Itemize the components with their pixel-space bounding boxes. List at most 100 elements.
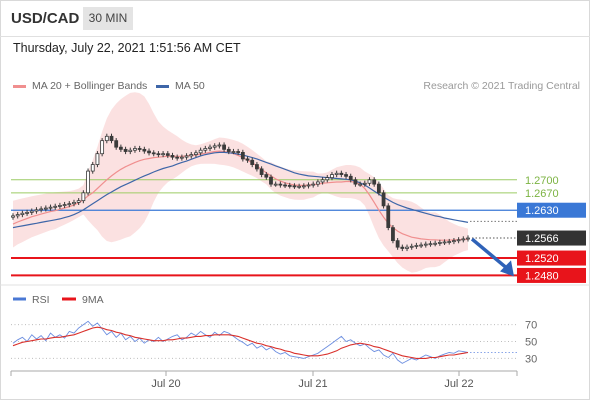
- candle-body: [437, 241, 442, 244]
- candle-body: [452, 240, 456, 243]
- candle-body: [34, 209, 39, 212]
- candle-body: [194, 152, 198, 155]
- candle-body: [250, 159, 255, 165]
- rsi-legend-label: RSI: [32, 294, 50, 306]
- ma20-swatch: [13, 84, 26, 88]
- candle-body: [123, 148, 128, 152]
- price-levels: [11, 179, 517, 277]
- support-label: 1.2480: [525, 270, 559, 282]
- candle-body: [428, 243, 433, 246]
- candle-body: [15, 214, 20, 217]
- candle-body: [48, 206, 53, 209]
- candle-body: [226, 148, 231, 152]
- candle-body: [161, 153, 166, 156]
- candle-body: [297, 185, 302, 188]
- candle-body: [81, 192, 86, 202]
- candle-body: [95, 153, 100, 165]
- candle-body: [212, 145, 217, 148]
- candle-body: [189, 154, 194, 157]
- candle-body: [151, 152, 156, 155]
- candle-body: [278, 183, 283, 186]
- candle-body: [203, 148, 208, 151]
- current-price-label: 1.2566: [525, 233, 559, 245]
- pivot-label-box: [517, 202, 586, 218]
- candle-body: [11, 215, 15, 218]
- candle-body: [39, 208, 44, 211]
- candle-body: [433, 242, 438, 245]
- candle-body: [311, 183, 316, 186]
- candle-body: [334, 172, 339, 175]
- candle-body: [306, 184, 311, 187]
- forecast-arrow: [470, 237, 514, 277]
- candle-body: [236, 151, 241, 153]
- rsi-ma-legend-label: 9MA: [82, 294, 104, 306]
- rsi-tick-label: 30: [525, 353, 537, 365]
- resistance-label: 1.2670: [525, 188, 559, 200]
- candle-body: [104, 135, 109, 142]
- legend-ma20-label: MA 20 + Bollinger Bands: [32, 80, 148, 92]
- candle-body: [442, 241, 447, 244]
- rsi-line: [12, 320, 469, 364]
- support-label: 1.2520: [525, 253, 559, 265]
- candle-body: [301, 185, 306, 188]
- candle-body: [344, 174, 348, 177]
- current-price-box: [517, 230, 586, 246]
- candle-body: [100, 140, 105, 155]
- rsi-panel: 70 50 30: [11, 320, 537, 365]
- candle-body: [76, 200, 81, 203]
- ma50-line: [12, 151, 469, 229]
- candle-body: [62, 204, 67, 206]
- moving-averages: [12, 150, 469, 241]
- candle-body: [269, 176, 273, 185]
- candle-body: [395, 240, 400, 248]
- candle-body: [348, 175, 353, 181]
- rsi-tick-label: 70: [525, 320, 537, 332]
- rsi-ma-line: [12, 326, 469, 359]
- research-credit: Research © 2021 Trading Central: [423, 80, 580, 92]
- candle-body: [175, 156, 180, 159]
- candle-body: [409, 245, 414, 248]
- pivot-label: 1.2630: [525, 205, 559, 217]
- candle-body: [245, 158, 250, 161]
- candle-body: [287, 185, 292, 187]
- candle-body: [29, 210, 34, 213]
- x-axis: Jul 20 Jul 21 Jul 22: [10, 371, 518, 390]
- candle-body: [114, 140, 119, 148]
- ma20-line: [12, 150, 468, 241]
- candle-body: [240, 151, 245, 160]
- candle-body: [198, 149, 203, 154]
- candle-body: [405, 246, 409, 249]
- candle-body: [255, 164, 259, 170]
- timeframe-badge[interactable]: 30 MIN: [83, 7, 133, 30]
- candle-body: [376, 183, 381, 194]
- candle-body: [320, 179, 325, 183]
- chart-header: USD/CAD 30 MIN: [0, 0, 590, 37]
- candle-body: [325, 177, 330, 181]
- candle-body: [170, 155, 175, 158]
- rsi-tick-label: 50: [525, 337, 537, 349]
- candle-body: [137, 148, 142, 150]
- candle-body: [414, 245, 419, 247]
- candles: [11, 133, 470, 252]
- forecast-arrow-head: [500, 260, 514, 277]
- support-label-box: [517, 250, 586, 266]
- candle-body: [339, 172, 344, 175]
- candle-body: [367, 179, 372, 184]
- candle-body: [109, 135, 114, 142]
- candle-body: [53, 205, 58, 208]
- candle-body: [315, 181, 320, 185]
- candle-body: [72, 201, 76, 205]
- x-tick-label: Jul 21: [298, 378, 327, 390]
- candle-body: [419, 244, 423, 247]
- candle-body: [20, 212, 25, 215]
- candle-body: [147, 150, 151, 154]
- candle-body: [58, 205, 62, 207]
- candle-body: [25, 211, 29, 214]
- timestamp-line: Thursday, July 22, 2021 1:51:56 AM CET: [13, 41, 241, 55]
- candle-body: [456, 239, 461, 242]
- currency-pair-title: USD/CAD: [11, 10, 80, 27]
- candle-body: [353, 179, 358, 185]
- candle-body: [67, 203, 72, 206]
